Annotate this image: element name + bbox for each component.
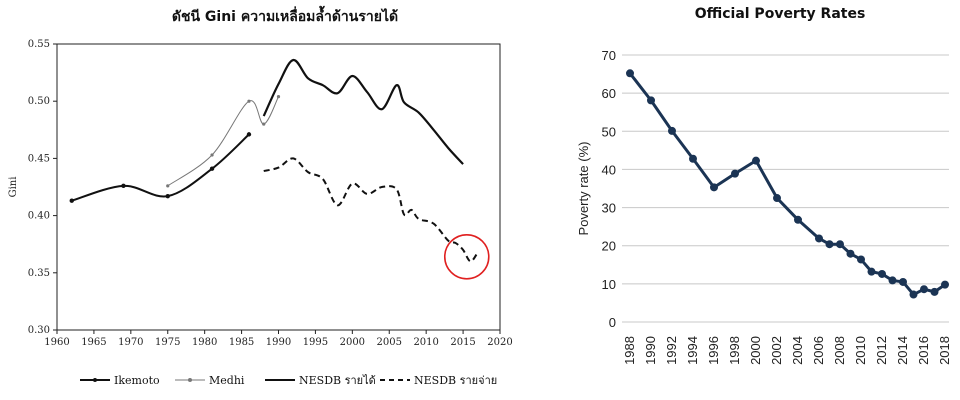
gini-x-tick-label: 1960 xyxy=(44,337,69,348)
poverty-data-point xyxy=(626,69,634,78)
gini-x-tick-label: 2015 xyxy=(450,337,475,348)
gini-series-ikemoto-point xyxy=(69,198,74,203)
gini-series-ikemoto-point xyxy=(209,166,215,171)
gini-chart-panel: ดัชนี Gini ความเหลื่อมล้ำด้านรายได้ 1960… xyxy=(8,9,513,387)
gini-series-nesdb-income-line xyxy=(262,58,464,165)
poverty-data-point xyxy=(941,280,949,289)
poverty-x-tick-label: 1994 xyxy=(685,336,700,365)
gini-series-ikemoto-point xyxy=(246,132,252,137)
gini-chart: 1960 1965 1970 1975 1980 1985 1990 1995 2000 2005… xyxy=(8,39,513,387)
gini-x-tick-label: 2000 xyxy=(340,337,365,348)
poverty-data-point xyxy=(920,285,928,294)
poverty-x-tick-label: 1996 xyxy=(706,336,721,365)
poverty-data-point xyxy=(752,156,760,165)
poverty-y-tick-label: 40 xyxy=(602,162,616,177)
poverty-data-point xyxy=(878,269,886,278)
gini-x-tick-label: 1990 xyxy=(266,337,291,348)
poverty-data-point xyxy=(888,276,897,285)
poverty-x-tick-label: 2010 xyxy=(853,336,868,365)
gini-series-ikemoto-point xyxy=(165,193,170,199)
gini-series-medhi-point xyxy=(262,122,266,126)
gini-y-axis-label: Gini xyxy=(8,177,19,198)
poverty-data-point xyxy=(909,290,918,299)
gini-x-tick-label: 2005 xyxy=(377,337,402,348)
poverty-chart: 0 10 20 30 40 50 60 70 Poverty rate (%) 1988 1990 1… xyxy=(576,48,952,365)
gini-y-tick-label: 0.45 xyxy=(28,153,50,164)
legend-medhi-marker xyxy=(188,378,192,382)
highlight-circle xyxy=(443,233,490,280)
poverty-y-tick-label: 30 xyxy=(602,201,616,216)
gini-x-tick-label: 2010 xyxy=(413,337,438,348)
poverty-data-point xyxy=(668,126,676,135)
legend-nesdb-income-label: NESDB รายได้ xyxy=(299,374,376,387)
poverty-data-point xyxy=(794,215,802,224)
legend-ikemoto-marker xyxy=(93,378,97,382)
poverty-x-tick-label: 1990 xyxy=(643,336,658,365)
poverty-x-tick-label: 2012 xyxy=(874,336,889,365)
legend-medhi-label: Medhi xyxy=(209,374,245,387)
gini-x-tick-label: 1970 xyxy=(118,337,143,348)
gini-y-tick-label: 0.50 xyxy=(28,96,50,107)
poverty-chart-panel: Official Poverty Rates 0 10 20 30 40 50 60 70 Po… xyxy=(560,0,960,400)
gini-y-tick-label: 0.35 xyxy=(28,268,50,279)
gini-series-medhi-point xyxy=(210,153,214,157)
poverty-y-tick-label: 10 xyxy=(602,277,616,292)
poverty-y-axis-label: Poverty rate (%) xyxy=(576,142,591,236)
poverty-data-point xyxy=(930,287,939,296)
poverty-data-point xyxy=(846,249,855,258)
gini-x-tick-label: 1980 xyxy=(192,337,217,348)
poverty-data-point xyxy=(647,96,655,105)
poverty-x-tick-label: 2018 xyxy=(937,336,952,365)
poverty-data-point xyxy=(689,154,697,163)
gini-x-tick-label: 1975 xyxy=(155,337,180,348)
poverty-data-point xyxy=(899,277,907,286)
legend-ikemoto-label: Ikemoto xyxy=(114,374,160,387)
gini-series-medhi-line xyxy=(167,96,279,187)
gini-y-tick-label: 0.40 xyxy=(28,211,50,222)
gini-chart-title: ดัชนี Gini ความเหลื่อมล้ำด้านรายได้ xyxy=(171,9,399,25)
poverty-x-tick-label: 1992 xyxy=(664,336,679,365)
poverty-x-tick-label: 1988 xyxy=(622,336,637,365)
poverty-y-tick-label: 20 xyxy=(602,239,616,254)
gini-series-medhi-point xyxy=(276,95,281,99)
poverty-chart-title: Official Poverty Rates xyxy=(694,6,866,22)
gini-x-tick-label: 1965 xyxy=(81,337,106,348)
gini-series-ikemoto-line xyxy=(71,133,250,202)
poverty-data-point xyxy=(867,267,876,276)
gini-x-tick-label: 2020 xyxy=(487,337,512,348)
poverty-x-tick-label: 1998 xyxy=(727,336,742,365)
gini-y-tick-label: 0.55 xyxy=(28,39,50,50)
legend-nesdb-expense-label: NESDB รายจ่าย xyxy=(414,374,497,387)
gini-y-tick-label: 0.30 xyxy=(28,325,50,336)
gini-x-tick-label: 1995 xyxy=(303,337,328,348)
gini-series-medhi-point xyxy=(247,99,251,103)
poverty-y-tick-label: 50 xyxy=(602,124,616,139)
poverty-series-line xyxy=(628,72,946,297)
gini-x-tick-label: 1985 xyxy=(229,337,254,348)
poverty-y-tick-label: 0 xyxy=(609,315,616,330)
poverty-x-tick-label: 2014 xyxy=(895,336,910,365)
poverty-data-point xyxy=(773,194,781,203)
poverty-data-point xyxy=(857,255,865,264)
poverty-x-tick-label: 2016 xyxy=(916,336,931,365)
poverty-data-point xyxy=(710,183,718,192)
poverty-x-tick-label: 2006 xyxy=(811,336,826,365)
poverty-data-point xyxy=(836,240,844,249)
poverty-x-tick-label: 2004 xyxy=(790,336,805,365)
poverty-x-tick-label: 2002 xyxy=(769,336,784,365)
poverty-y-tick-label: 70 xyxy=(602,48,616,63)
poverty-x-tick-label: 2000 xyxy=(748,336,763,365)
gini-series-medhi-point xyxy=(166,184,170,188)
poverty-data-point xyxy=(731,169,739,178)
poverty-data-point xyxy=(825,240,834,249)
gini-series-nesdb-expense-line xyxy=(263,157,479,263)
poverty-x-tick-label: 2008 xyxy=(832,336,847,365)
poverty-y-tick-label: 60 xyxy=(602,86,616,101)
gini-series-ikemoto-point xyxy=(121,183,126,189)
poverty-data-point xyxy=(815,234,823,243)
